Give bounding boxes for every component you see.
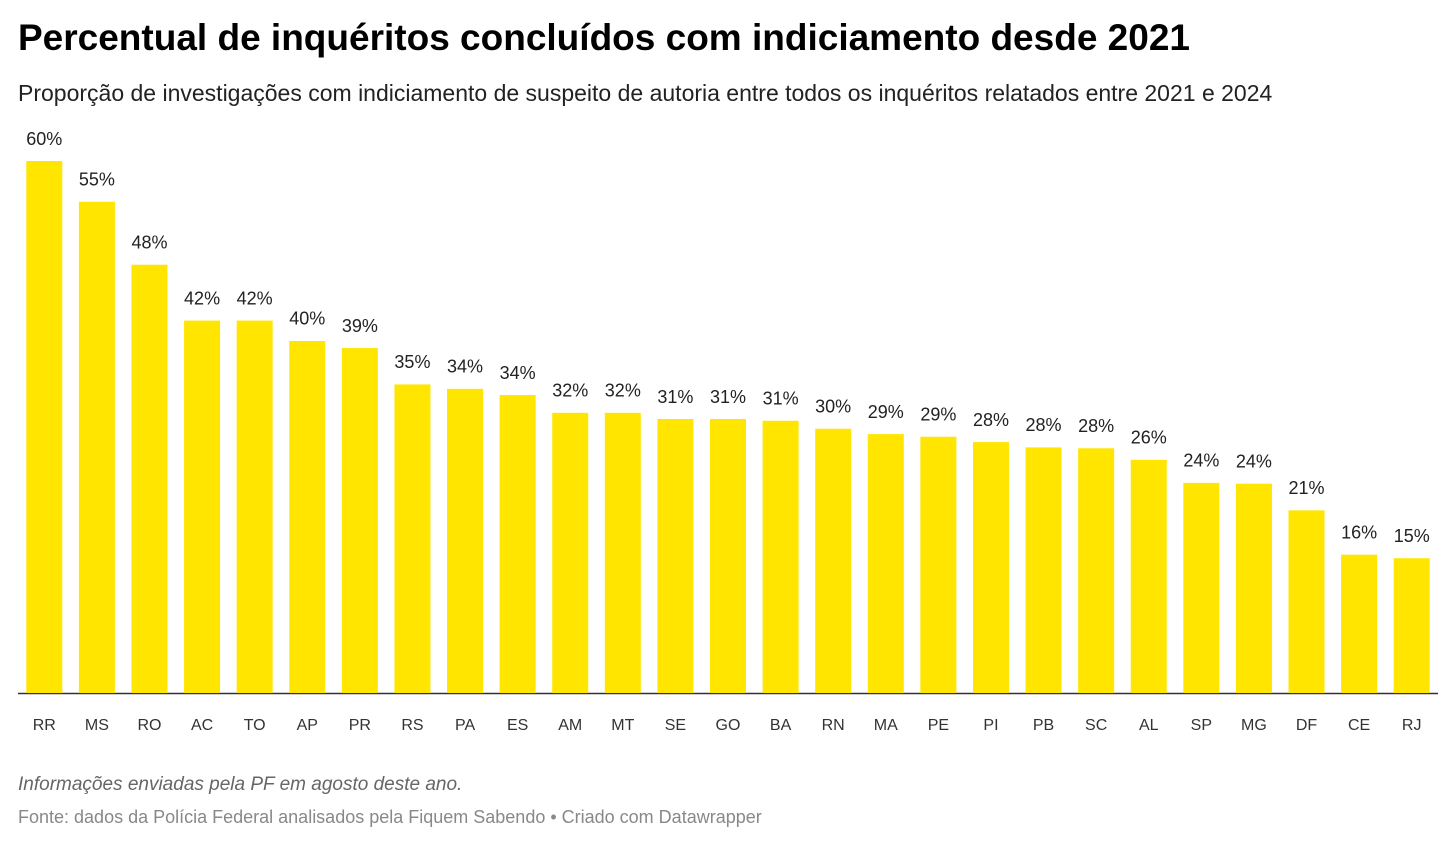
x-tick-label: AM [558, 717, 582, 734]
value-label: 60% [26, 129, 62, 149]
bar [131, 264, 168, 693]
bar [289, 340, 326, 693]
bar [1183, 482, 1220, 693]
value-label: 34% [500, 363, 536, 383]
source: Fonte: dados da Polícia Federal analisad… [18, 807, 762, 827]
value-label: 24% [1236, 451, 1272, 471]
value-label: 39% [342, 316, 378, 336]
bar [1078, 448, 1115, 693]
value-label: 32% [552, 381, 588, 401]
bar [341, 348, 378, 693]
value-label: 34% [447, 357, 483, 377]
x-tick-label: RN [822, 717, 845, 734]
value-label: 15% [1394, 526, 1430, 546]
x-tick-label: PA [455, 717, 475, 734]
x-tick-label: AC [191, 717, 213, 734]
x-tick-label: SC [1085, 717, 1107, 734]
value-label: 28% [1026, 415, 1062, 435]
x-tick-label: AL [1139, 717, 1159, 734]
bar [604, 412, 641, 693]
value-label: 29% [868, 402, 904, 422]
x-tick-label: RS [401, 717, 423, 734]
bar [499, 395, 536, 693]
x-tick-label: RR [33, 717, 56, 734]
value-label: 28% [1078, 416, 1114, 436]
x-tick-label: BA [770, 717, 792, 734]
value-label: 29% [920, 405, 956, 425]
value-label: 31% [657, 387, 693, 407]
bar [26, 161, 63, 693]
x-tick-label: MG [1241, 717, 1267, 734]
bar [1393, 558, 1430, 693]
value-label: 40% [289, 309, 325, 329]
bar [236, 320, 273, 693]
value-label: 31% [710, 387, 746, 407]
value-label: 31% [763, 389, 799, 409]
bar [710, 419, 746, 693]
x-tick-label: MT [611, 717, 634, 734]
value-label: 26% [1131, 428, 1167, 448]
x-tick-label: PR [349, 717, 371, 734]
bar [1235, 483, 1272, 693]
value-label: 35% [394, 352, 430, 372]
bar [1025, 447, 1062, 693]
chart-subtitle: Proporção de investigações com indiciame… [18, 80, 1273, 106]
bar [78, 201, 115, 693]
x-tick-label: RJ [1402, 717, 1422, 734]
note: Informações enviadas pela PF em agosto d… [18, 774, 462, 795]
x-tick-label: TO [244, 717, 266, 734]
x-tick-label: DF [1296, 717, 1318, 734]
bar [762, 420, 799, 693]
bar [1341, 554, 1378, 693]
value-label: 21% [1289, 478, 1325, 498]
bar [657, 419, 694, 693]
bar [920, 436, 957, 693]
x-tick-label: AP [297, 717, 318, 734]
bar [447, 388, 484, 693]
value-label: 24% [1183, 451, 1219, 471]
bar [394, 384, 431, 693]
bar [1288, 510, 1325, 693]
bar [552, 412, 589, 693]
bar [972, 442, 1009, 693]
x-tick-label: SE [665, 717, 686, 734]
value-label: 28% [973, 410, 1009, 430]
value-label: 42% [184, 288, 220, 308]
x-tick-label: SP [1191, 717, 1212, 734]
x-tick-label: MA [874, 717, 898, 734]
chart-title: Percentual de inquéritos concluídos com … [18, 17, 1190, 58]
value-label: 55% [79, 170, 115, 190]
x-tick-label: ES [507, 717, 528, 734]
value-label: 16% [1341, 522, 1377, 542]
bar [184, 320, 221, 693]
x-tick-label: PE [928, 717, 949, 734]
value-label: 30% [815, 397, 851, 417]
x-tick-label: CE [1348, 717, 1370, 734]
x-tick-label: MS [85, 717, 109, 734]
value-label: 48% [131, 232, 167, 252]
bar [1130, 459, 1167, 693]
value-label: 32% [605, 381, 641, 401]
x-tick-label: PB [1033, 717, 1054, 734]
x-tick-label: PI [983, 717, 998, 734]
x-tick-label: GO [716, 717, 741, 734]
value-label: 42% [237, 288, 273, 308]
bar [815, 428, 852, 693]
x-tick-label: RO [137, 717, 161, 734]
bar [867, 434, 904, 693]
